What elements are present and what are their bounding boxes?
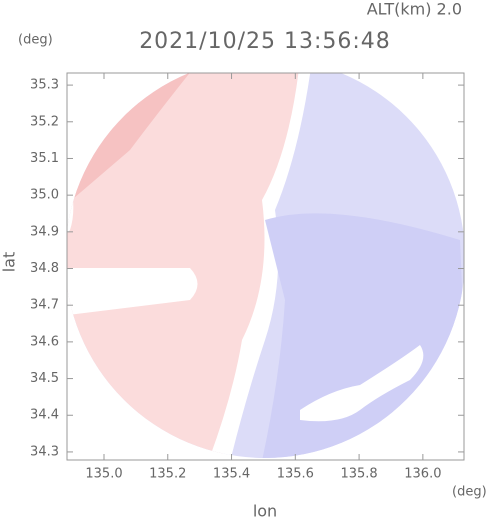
chart-title: 2021/10/25 13:56:48: [139, 29, 391, 54]
y-tick-label: 35.3: [30, 78, 59, 93]
y-tick-label: 34.7: [30, 298, 59, 313]
x-tick-label: 135.4: [213, 467, 250, 482]
x-tick-label: 135.0: [85, 467, 122, 482]
y-tick-label: 35.0: [30, 188, 59, 203]
subtitle: ALT(km) 2.0: [367, 0, 462, 19]
plot-frame: [66, 72, 465, 461]
y-tick-label: 34.3: [30, 444, 59, 459]
x-tick-label: 135.2: [149, 467, 186, 482]
x-tick-label: 136.0: [404, 467, 441, 482]
y-axis-label: lat: [0, 252, 19, 273]
y-tick-label: 34.9: [30, 224, 59, 239]
y-tick-label: 35.1: [30, 151, 59, 166]
x-unit: (deg): [452, 485, 487, 500]
y-unit: (deg): [18, 33, 53, 48]
x-tick-label: 135.6: [277, 467, 314, 482]
y-tick-label: 35.2: [30, 114, 59, 129]
y-tick-label: 34.8: [30, 261, 59, 276]
y-tick-label: 34.4: [30, 408, 59, 423]
y-tick-label: 34.5: [30, 371, 59, 386]
y-tick-label: 34.6: [30, 334, 59, 349]
x-tick-label: 135.8: [340, 467, 377, 482]
x-axis-label: lon: [253, 502, 277, 521]
radar-field: [67, 73, 464, 458]
